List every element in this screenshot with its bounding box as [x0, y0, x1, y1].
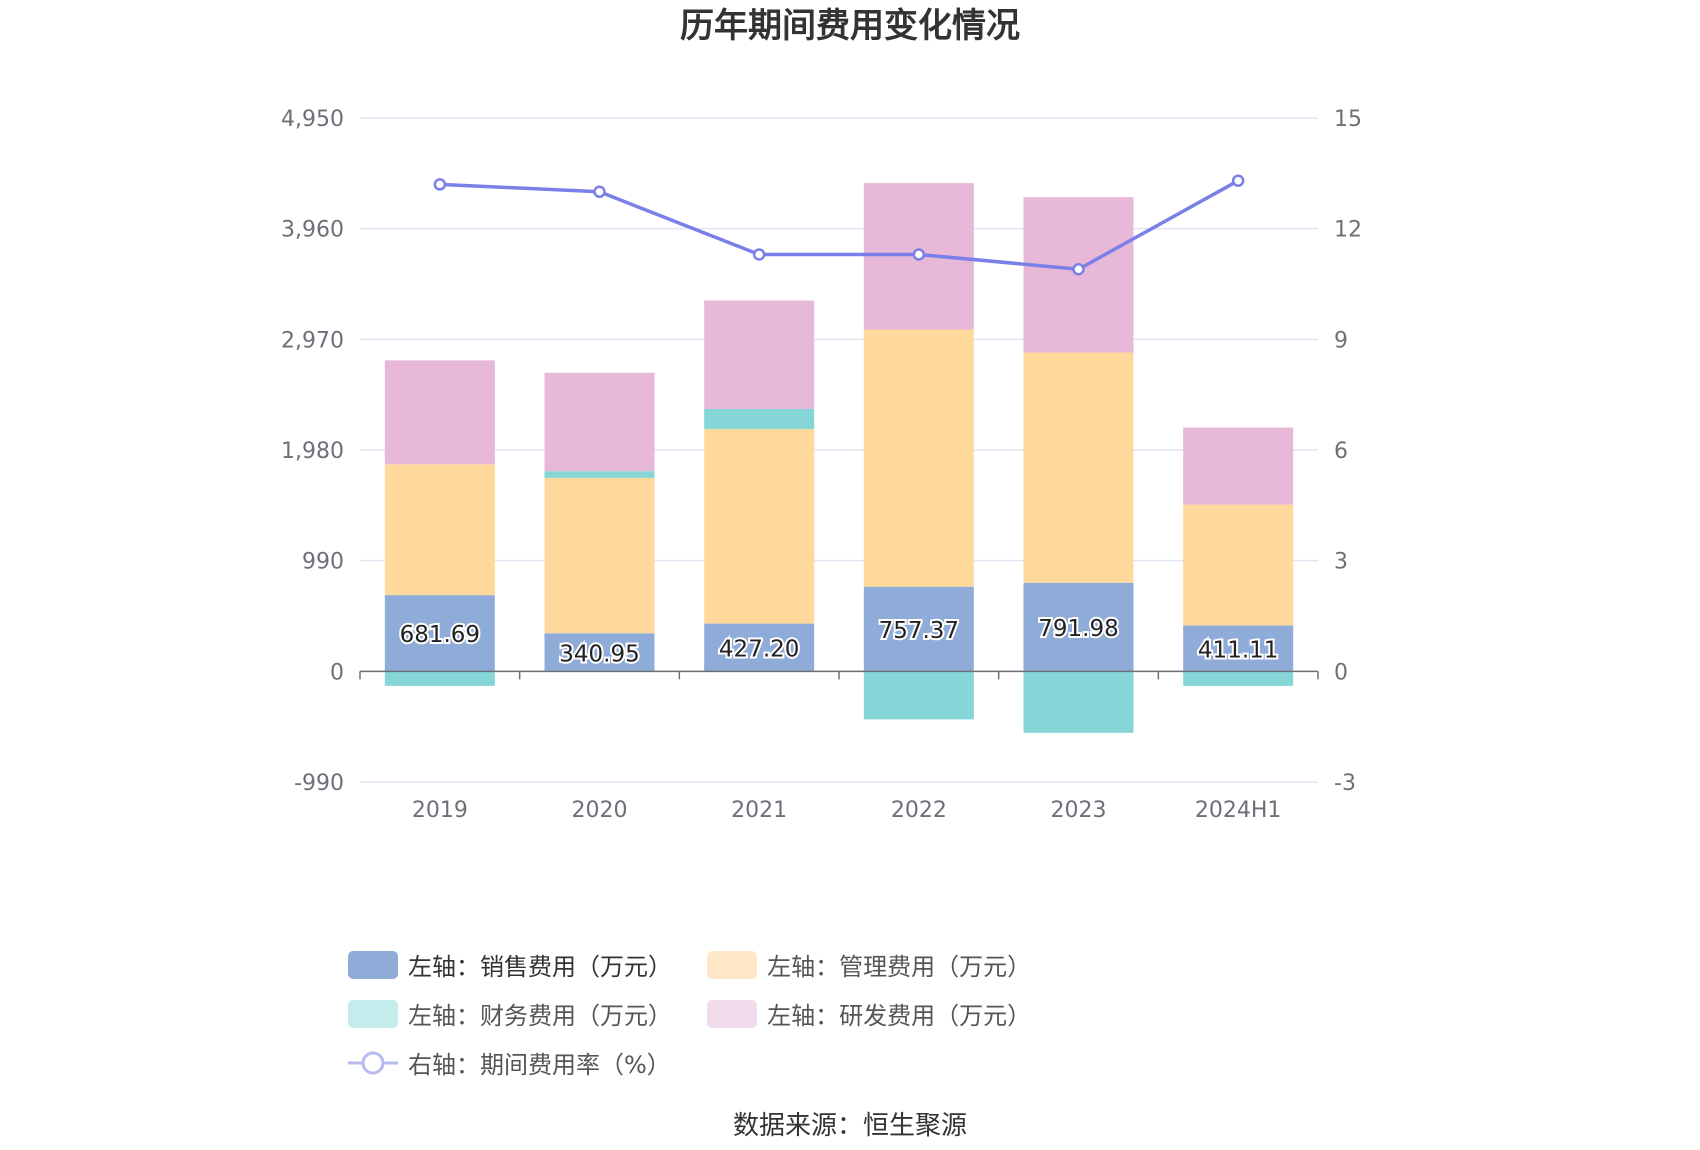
- right-axis-tick-label: 0: [1334, 660, 1348, 685]
- chart-title: 历年期间费用变化情况: [680, 6, 1020, 46]
- legend-item-expense-rate[interactable]: 右轴：期间费用率（%）: [348, 1048, 671, 1079]
- legend-line-circle-icon: [348, 1051, 398, 1074]
- line-series: [433, 174, 1245, 276]
- legend-item-sales[interactable]: 左轴：销售费用（万元）: [348, 950, 672, 981]
- bar-data-labels: 681.69 340.95 427.20 757.37 791.98 411.11: [398, 614, 1281, 669]
- left-axis-tick-label: 2,970: [281, 328, 344, 353]
- x-axis-tick-label: 2024H1: [1195, 798, 1282, 823]
- bar-1-2024H1: [1183, 504, 1294, 626]
- legend-swatch-admin: [707, 950, 758, 979]
- legend-label-rnd: 左轴：研发费用（万元）: [767, 1002, 1032, 1030]
- sales-value-label-2023: 791.98: [1038, 616, 1118, 642]
- legend-label-finance: 左轴：财务费用（万元）: [408, 1002, 672, 1030]
- bar-3-2024H1: [1183, 427, 1294, 505]
- right-axis-tick-label: 6: [1334, 439, 1348, 464]
- bar-0-2024H1: [1183, 625, 1294, 672]
- right-axis-tick-label: 3: [1334, 550, 1348, 575]
- bar-1-2020: [544, 477, 655, 634]
- legend-swatch-sales: [348, 950, 398, 979]
- expense-rate-line: [439, 179, 1240, 272]
- bar-3-2020: [544, 372, 655, 472]
- data-source: 数据来源：恒生聚源: [732, 1111, 967, 1141]
- bar-0-2021: [704, 623, 815, 672]
- bar-2-2023: [1023, 671, 1134, 733]
- bar-0-2019: [384, 595, 495, 672]
- bar-1-2019: [384, 464, 495, 596]
- left-axis-tick-label: -990: [294, 771, 344, 796]
- legend-item-rnd[interactable]: 左轴：研发费用（万元）: [707, 999, 1032, 1030]
- bar-2-2020: [544, 471, 655, 478]
- x-axis-tick-label: 2023: [1051, 798, 1107, 823]
- sales-value-label-2022: 757.37: [879, 618, 959, 644]
- legend: 左轴：销售费用（万元） 左轴：管理费用（万元） 左轴：财务费用（万元） 左轴：研…: [348, 950, 1398, 1097]
- expense-rate-point-2019: [433, 178, 447, 191]
- bar-0-2020: [544, 633, 655, 672]
- left-axis-tick-label: 3,960: [281, 218, 344, 243]
- x-axis: [359, 670, 1319, 680]
- expense-rate-point-2020: [593, 185, 606, 199]
- bar-0-2022: [863, 586, 974, 672]
- sales-value-label-2024H1: 411.11: [1198, 637, 1278, 663]
- sales-value-label-2019: 681.69: [400, 622, 480, 648]
- expense-rate-point-2022: [912, 248, 926, 261]
- bar-series: [384, 183, 1294, 733]
- legend-label-expense-rate: 右轴：期间费用率（%）: [408, 1051, 671, 1079]
- bar-3-2021: [704, 300, 815, 409]
- bar-0-2023: [1023, 582, 1134, 672]
- bar-1-2021: [704, 429, 815, 624]
- right-axis-tick-label: -3: [1334, 771, 1356, 796]
- sales-value-label-2021: 427.20: [719, 636, 799, 662]
- bar-2-2021: [704, 408, 815, 430]
- left-axis-tick-label: 990: [302, 550, 344, 575]
- expense-rate-point-2024H1: [1231, 174, 1245, 187]
- legend-swatch-rnd: [707, 999, 758, 1028]
- right-axis-tick-label: 12: [1334, 218, 1362, 243]
- left-axis-tick-label: 4,950: [281, 107, 344, 132]
- x-axis-ticks: 2019 2020 2021 2022 2023 2024H1: [412, 798, 1282, 823]
- bar-3-2019: [384, 360, 495, 465]
- x-axis-tick-label: 2020: [572, 798, 628, 823]
- right-axis-ticks: -3 0 3 6 9 12 15: [1334, 107, 1362, 796]
- bar-1-2023: [1023, 352, 1134, 583]
- x-axis-tick-label: 2021: [731, 798, 787, 823]
- legend-label-admin: 左轴：管理费用（万元）: [767, 953, 1032, 981]
- left-axis-ticks: -990 0 990 1,980 2,970 3,960 4,950: [281, 107, 344, 796]
- x-axis-tick-label: 2019: [412, 798, 468, 823]
- x-axis-tick-label: 2022: [891, 798, 947, 823]
- left-axis-tick-label: 0: [330, 660, 344, 685]
- legend-label-sales: 左轴：销售费用（万元）: [408, 953, 672, 981]
- legend-swatch-finance: [348, 999, 398, 1028]
- bar-2-2024H1: [1183, 671, 1294, 686]
- sales-value-label-2020: 340.95: [559, 641, 639, 667]
- legend-item-finance[interactable]: 左轴：财务费用（万元）: [348, 999, 672, 1030]
- bar-1-2022: [863, 329, 974, 587]
- bar-2-2019: [384, 671, 495, 686]
- legend-item-admin[interactable]: 左轴：管理费用（万元）: [707, 950, 1032, 981]
- bar-2-2022: [863, 671, 974, 720]
- expense-rate-point-2023: [1072, 262, 1085, 276]
- right-axis-tick-label: 15: [1334, 107, 1362, 132]
- expense-rate-point-2021: [752, 248, 766, 261]
- right-axis-tick-label: 9: [1334, 328, 1348, 353]
- left-axis-tick-label: 1,980: [281, 439, 344, 464]
